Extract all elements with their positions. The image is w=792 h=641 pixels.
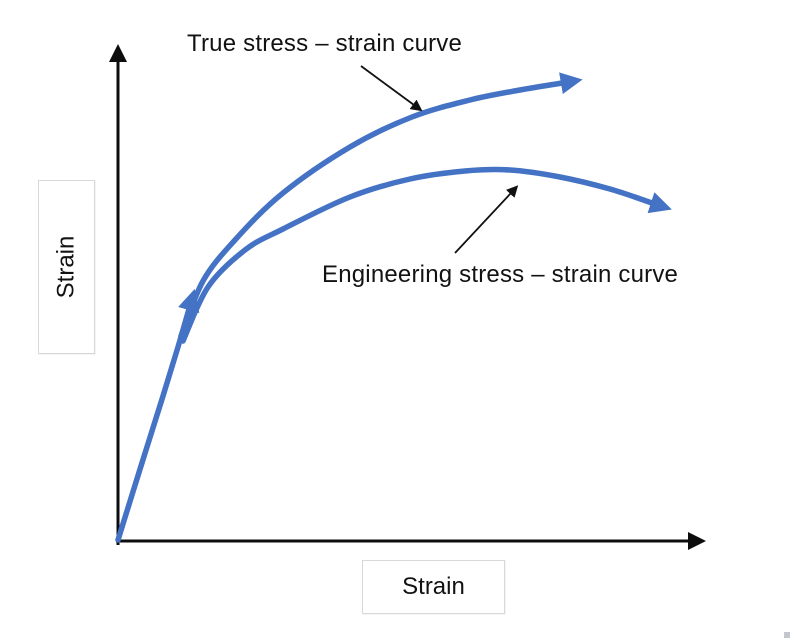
corner-artifact	[784, 632, 790, 638]
elastic-region-arrow	[115, 288, 200, 543]
x-axis-label-box: Strain	[362, 560, 505, 614]
y-axis-label-box: Strain	[38, 180, 95, 354]
true-stress-strain-curve	[178, 72, 583, 339]
true-curve-label: True stress – strain curve	[187, 30, 463, 57]
engineering-stress-strain-curve	[180, 166, 672, 344]
x-axis-label: Strain	[402, 573, 465, 600]
engineering-curve-label: Engineering stress – strain curve	[322, 261, 679, 288]
engineering-curve-pointer-arrow	[454, 185, 519, 254]
true-curve-pointer-arrow	[360, 65, 423, 112]
y-axis-label: Strain	[52, 235, 80, 299]
